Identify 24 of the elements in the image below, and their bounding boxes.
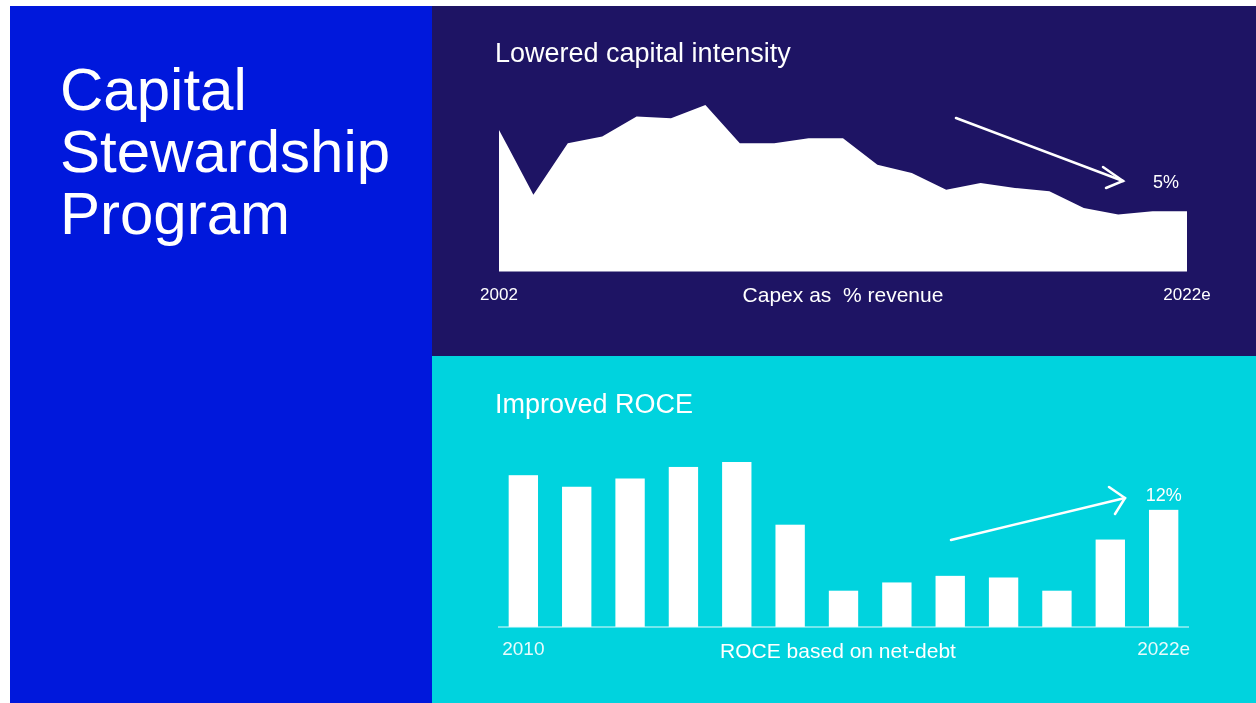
annotation: 12% <box>1145 484 1182 505</box>
bar <box>775 524 805 627</box>
bar <box>1095 539 1125 627</box>
bar <box>935 575 965 627</box>
bar <box>562 486 592 627</box>
x-axis-title: ROCE based on net-debt <box>720 639 957 662</box>
chart-title: Lowered capital intensity <box>495 38 792 68</box>
x-tick-label: 2002 <box>480 285 518 304</box>
bar <box>1042 590 1072 627</box>
chart-title: Improved ROCE <box>495 389 694 419</box>
text: Capital Stewardship Program <box>60 56 391 247</box>
x-tick-label: 2022e <box>1137 638 1191 659</box>
bar <box>615 478 645 627</box>
bar <box>882 582 912 627</box>
bar <box>828 590 859 627</box>
x-axis-title: Capex as % revenue <box>742 283 944 306</box>
x-tick-label: 2022e <box>1163 285 1211 304</box>
annotation: 5% <box>1152 172 1180 193</box>
x-tick-label: 2010 <box>502 638 545 659</box>
bar <box>508 475 539 627</box>
bar <box>988 577 1019 627</box>
bar <box>1148 509 1179 627</box>
bar <box>722 462 752 627</box>
bar <box>668 466 699 627</box>
